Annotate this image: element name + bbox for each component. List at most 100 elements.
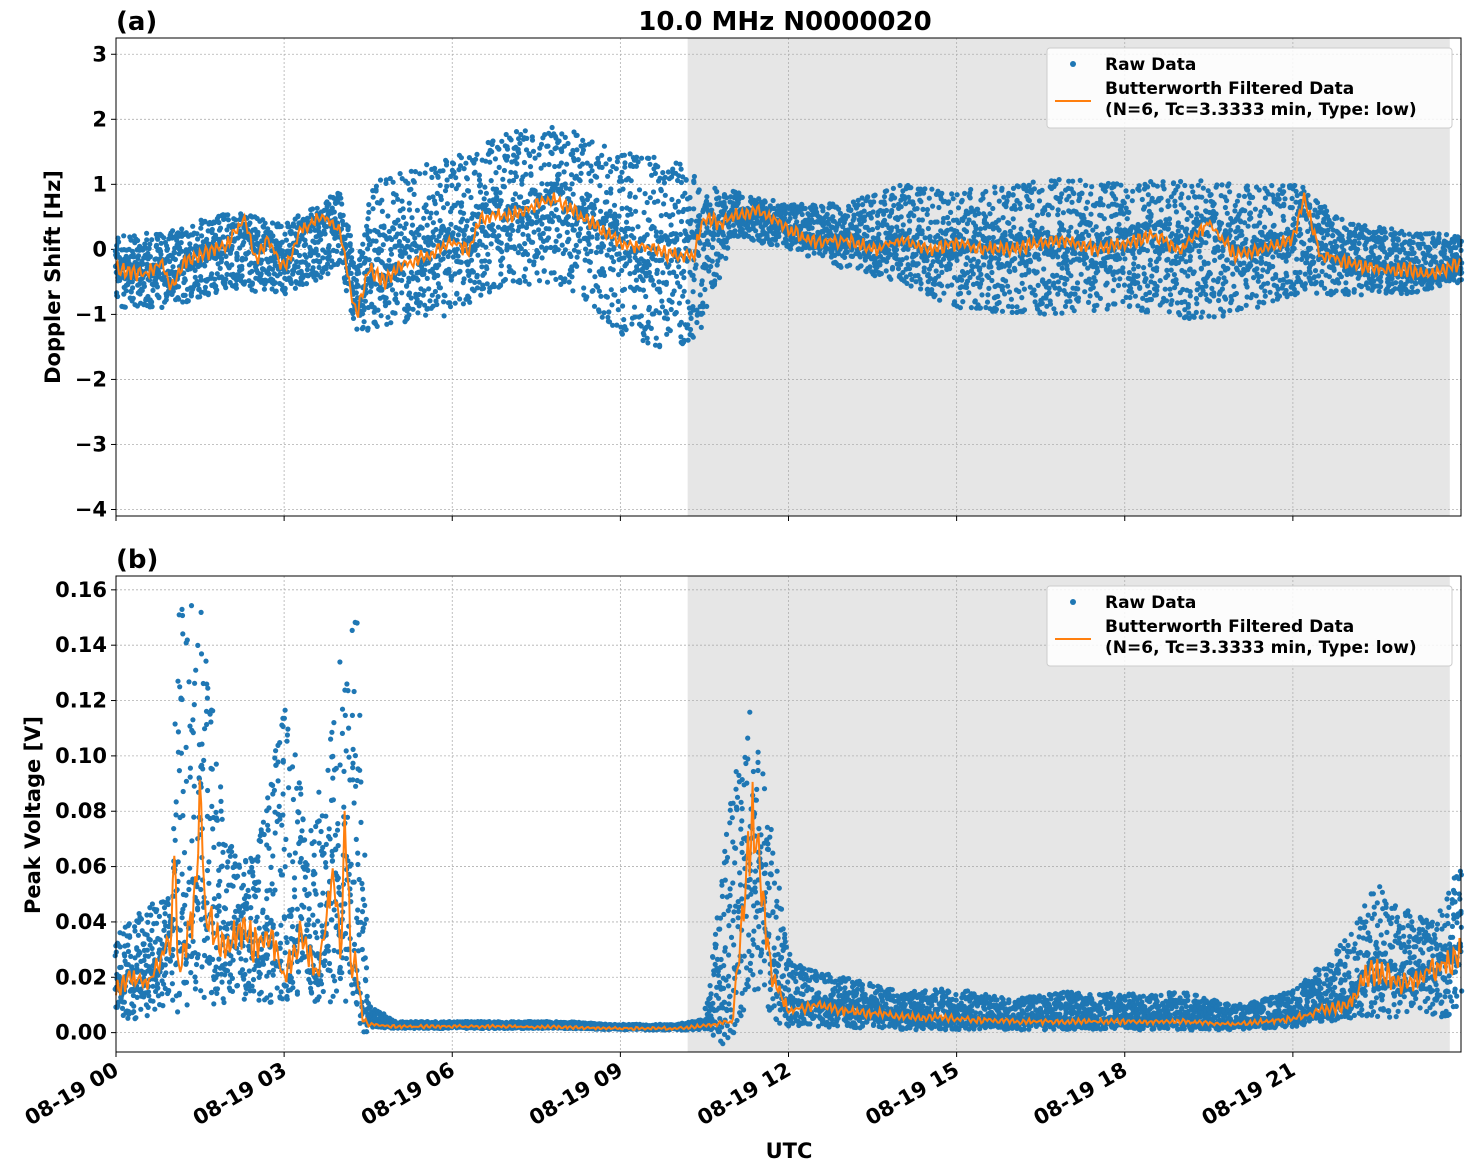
- raw-point: [1055, 212, 1061, 218]
- raw-point: [370, 206, 376, 212]
- raw-point: [658, 213, 664, 219]
- raw-point: [1042, 207, 1048, 213]
- raw-point: [447, 304, 454, 310]
- raw-point: [895, 266, 902, 272]
- raw-point: [516, 136, 522, 142]
- raw-point: [399, 290, 405, 296]
- raw-point: [308, 253, 314, 259]
- raw-point: [938, 263, 945, 269]
- raw-point: [450, 254, 456, 260]
- raw-point: [676, 264, 682, 270]
- raw-point: [595, 155, 601, 161]
- raw-point: [384, 321, 390, 327]
- raw-point: [156, 248, 162, 254]
- raw-point: [1034, 269, 1040, 275]
- raw-point: [911, 213, 917, 219]
- raw-point: [1165, 272, 1171, 278]
- raw-point: [1144, 248, 1150, 254]
- raw-point: [623, 233, 629, 239]
- raw-point: [739, 194, 745, 200]
- raw-point: [1147, 289, 1153, 296]
- raw-point: [116, 239, 122, 245]
- raw-point: [1132, 255, 1138, 261]
- raw-point: [534, 270, 540, 276]
- raw-point: [488, 241, 494, 247]
- raw-point: [1166, 203, 1172, 209]
- raw-point: [390, 199, 396, 205]
- raw-point: [701, 246, 707, 252]
- raw-point: [135, 253, 142, 259]
- raw-point: [1143, 276, 1149, 282]
- raw-point: [1073, 229, 1080, 235]
- raw-point: [1072, 250, 1078, 257]
- raw-point: [519, 219, 525, 225]
- raw-point: [670, 212, 676, 218]
- raw-point: [978, 271, 984, 277]
- raw-point: [580, 137, 586, 143]
- raw-point: [657, 344, 663, 350]
- raw-point: [177, 232, 183, 238]
- raw-point: [1145, 184, 1151, 190]
- raw-point: [769, 241, 775, 247]
- raw-point: [558, 146, 564, 152]
- raw-point: [159, 304, 165, 310]
- raw-point: [574, 132, 580, 138]
- raw-point: [507, 236, 513, 242]
- raw-point: [366, 209, 372, 215]
- raw-point: [434, 190, 440, 196]
- raw-point: [570, 191, 576, 197]
- raw-point: [521, 273, 527, 280]
- raw-point: [149, 299, 155, 305]
- raw-point: [409, 215, 415, 221]
- raw-point: [198, 225, 204, 231]
- raw-point: [277, 271, 283, 277]
- raw-point: [484, 281, 490, 287]
- raw-point: [708, 263, 714, 270]
- raw-point: [1029, 202, 1035, 209]
- raw-point: [984, 299, 991, 305]
- raw-point: [1116, 221, 1122, 227]
- raw-point: [959, 277, 965, 283]
- raw-point: [614, 159, 621, 165]
- raw-point: [1070, 178, 1076, 184]
- raw-point: [594, 232, 601, 238]
- raw-point: [706, 268, 712, 274]
- raw-point: [450, 231, 456, 237]
- raw-point: [959, 197, 965, 203]
- raw-point: [837, 263, 843, 269]
- raw-point: [469, 227, 476, 233]
- raw-point: [1084, 199, 1091, 205]
- raw-point: [691, 206, 697, 212]
- raw-point: [130, 253, 137, 260]
- raw-point: [249, 280, 255, 286]
- raw-point: [474, 285, 481, 291]
- raw-point: [488, 178, 494, 184]
- raw-point: [1055, 207, 1061, 213]
- raw-point: [342, 241, 348, 248]
- raw-point: [476, 279, 482, 285]
- raw-point: [437, 285, 443, 291]
- raw-point: [408, 295, 414, 301]
- raw-point: [1104, 280, 1110, 286]
- raw-point: [704, 303, 710, 309]
- raw-point: [1012, 256, 1018, 262]
- raw-point: [1075, 295, 1082, 301]
- raw-point: [541, 268, 547, 274]
- raw-point: [924, 257, 930, 264]
- raw-point: [1107, 264, 1113, 270]
- raw-point: [479, 264, 485, 270]
- raw-point: [510, 196, 516, 203]
- raw-point: [615, 298, 621, 304]
- raw-point: [409, 247, 415, 253]
- raw-point: [421, 215, 427, 221]
- raw-point: [558, 160, 565, 166]
- raw-point: [421, 288, 427, 294]
- raw-point: [913, 261, 919, 267]
- raw-point: [561, 143, 568, 149]
- raw-point: [391, 226, 397, 232]
- raw-point: [569, 181, 575, 187]
- raw-point: [436, 262, 442, 268]
- raw-point: [632, 194, 638, 200]
- raw-point: [491, 283, 497, 290]
